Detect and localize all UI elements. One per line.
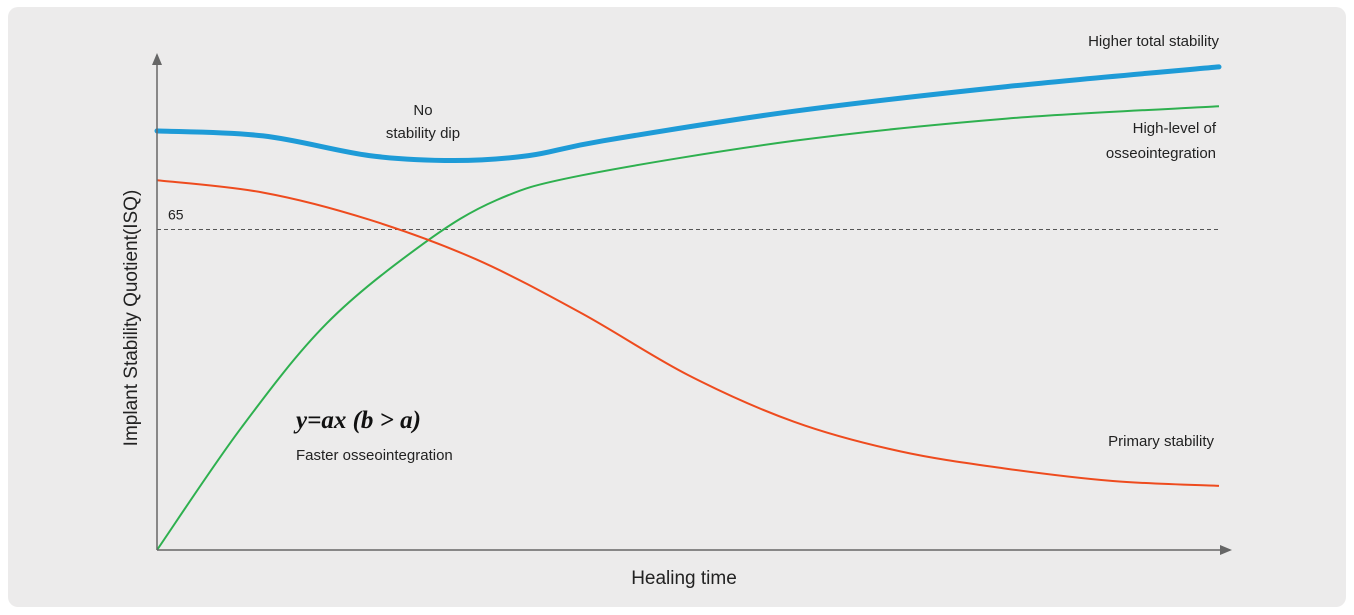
series-total-stability-line (154, 64, 1222, 164)
chart-panel (8, 7, 1346, 607)
dip-annotation-line2: stability dip (386, 125, 460, 142)
formula-annotation: y=ax (b > a) (293, 407, 421, 434)
x-axis-title: Healing time (631, 568, 737, 589)
series-label-total: Higher total stability (1088, 33, 1219, 50)
dip-annotation-line1: No (413, 102, 432, 119)
series-primary-stability-line (156, 179, 1220, 487)
y-axis-title: Implant Stability Quotient(ISQ) (121, 190, 142, 447)
osseo-label-line2: osseointegration (1106, 145, 1216, 162)
series-osseointegration-line (156, 105, 1220, 551)
series-label-primary: Primary stability (1108, 433, 1214, 450)
reference-label: 65 (168, 207, 184, 223)
formula-caption: Faster osseointegration (296, 447, 453, 464)
osseo-label-line1: High-level of (1133, 120, 1217, 137)
